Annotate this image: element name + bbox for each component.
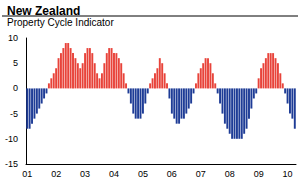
svg-text:-15: -15	[5, 159, 18, 169]
svg-text:New Zealand: New Zealand	[7, 4, 81, 18]
svg-text:Property Cycle Indicator: Property Cycle Indicator	[7, 17, 114, 28]
svg-text:06: 06	[167, 169, 177, 179]
svg-text:01: 01	[22, 169, 32, 179]
svg-text:03: 03	[80, 169, 90, 179]
svg-text:02: 02	[51, 169, 61, 179]
svg-text:08: 08	[225, 169, 235, 179]
svg-text:05: 05	[138, 169, 148, 179]
svg-text:09: 09	[254, 169, 264, 179]
svg-text:5: 5	[13, 58, 18, 68]
svg-text:07: 07	[196, 169, 206, 179]
svg-text:04: 04	[109, 169, 119, 179]
svg-text:-10: -10	[5, 134, 18, 144]
svg-text:-5: -5	[10, 109, 18, 119]
svg-text:10: 10	[283, 169, 293, 179]
svg-text:0: 0	[13, 83, 18, 93]
svg-text:10: 10	[8, 33, 18, 43]
